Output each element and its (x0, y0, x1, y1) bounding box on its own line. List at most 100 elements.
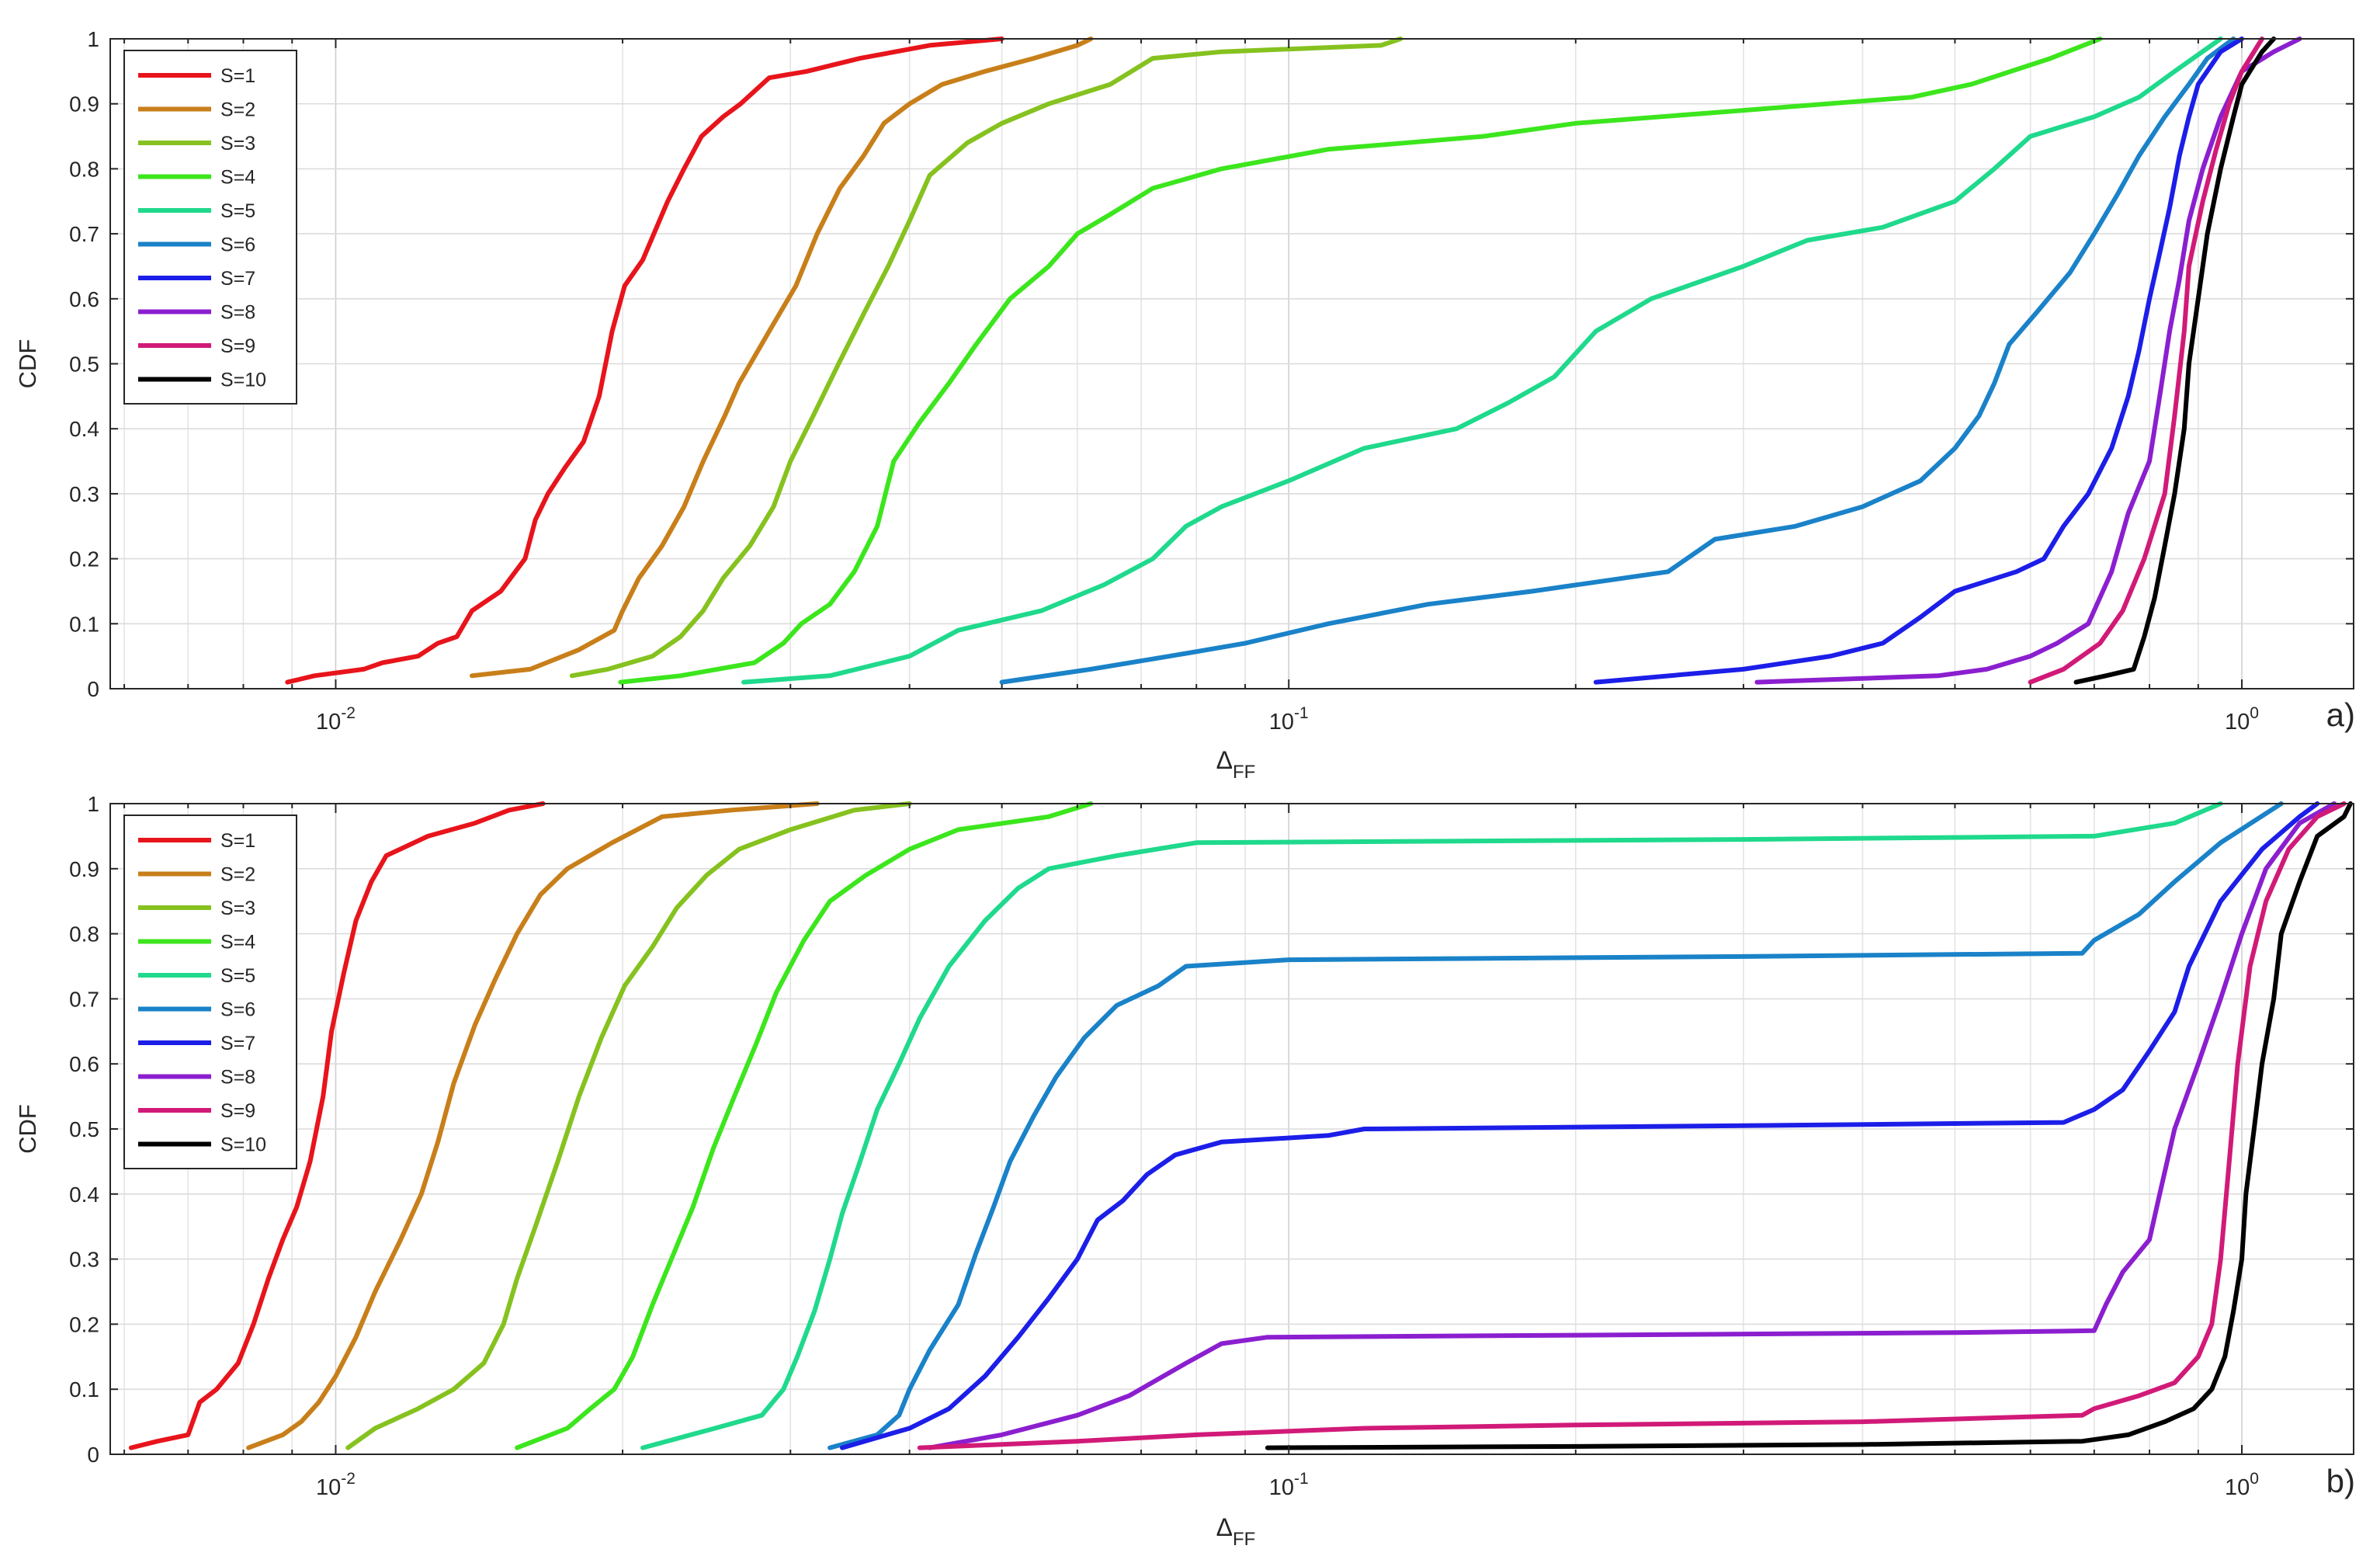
legend-entry: S=9 (220, 335, 255, 357)
y-tick-label: 1 (87, 27, 99, 51)
y-tick-label: 0.6 (69, 1052, 99, 1076)
series-line-s2 (246, 801, 820, 1450)
legend-entry: S=3 (220, 898, 255, 919)
y-tick-label: 0.9 (69, 92, 99, 116)
legend-entry: S=1 (220, 830, 255, 852)
x-tick-base: 10 (2225, 1475, 2250, 1500)
x-tick-exponent: -1 (1294, 1470, 1309, 1488)
x-tick-base: 10 (316, 710, 341, 735)
series-line-s7 (1593, 36, 2244, 685)
y-axis-label: CDF (14, 1104, 41, 1154)
series-line-s1 (285, 36, 1004, 685)
x-tick-label: 10-1 (1269, 704, 1309, 735)
legend-entry: S=7 (220, 268, 255, 290)
y-tick-label: 0.8 (69, 157, 99, 181)
panel-label: a) (2326, 696, 2355, 733)
x-tick-label: 10-2 (316, 704, 356, 735)
x-tick-base: 10 (316, 1475, 341, 1500)
y-tick-label: 0 (87, 677, 99, 701)
x-axis: 10-2 10-1 100 (123, 39, 2259, 735)
x-axis-label-sub: FF (1233, 1529, 1255, 1550)
y-tick-label: 0.5 (69, 1117, 99, 1141)
y-tick-label: 0.3 (69, 482, 99, 506)
series-line-s3 (569, 36, 1403, 679)
y-tick-label: 0.8 (69, 922, 99, 946)
x-axis-label-main: Δ (1216, 746, 1233, 774)
x-tick-exponent: 0 (2250, 704, 2259, 722)
legend-entry: S=10 (220, 1134, 266, 1156)
series-group (285, 36, 2302, 685)
y-tick-label: 0.4 (69, 1183, 99, 1207)
y-tick-label: 0.1 (69, 1377, 99, 1401)
series-line-s8 (927, 801, 2337, 1450)
series-line-s4 (515, 801, 1094, 1450)
y-tick-label: 1 (87, 792, 99, 816)
y-tick-label: 0.3 (69, 1248, 99, 1272)
series-line-s6 (999, 36, 2236, 685)
y-tick-label: 0.9 (69, 857, 99, 881)
series-group (128, 801, 2353, 1450)
legend-entry: S=4 (220, 932, 255, 953)
x-tick-label: 10-1 (1269, 1470, 1309, 1500)
legend-entry: S=8 (220, 302, 255, 324)
legend-entry: S=1 (220, 65, 255, 87)
x-tick-base: 10 (1269, 710, 1294, 735)
series-line-s4 (618, 36, 2103, 685)
series-line-s2 (470, 36, 1094, 679)
x-axis-label-sub: FF (1233, 762, 1255, 783)
panel-label: b) (2326, 1463, 2355, 1499)
x-tick-exponent: -2 (341, 704, 356, 722)
x-tick-label: 100 (2225, 704, 2259, 735)
x-axis-label: ΔFF (1216, 746, 1256, 783)
legend-box (123, 814, 297, 1169)
legend-entry: S=9 (220, 1100, 255, 1122)
series-line-s1 (128, 801, 546, 1450)
series-line-s9 (917, 801, 2347, 1450)
y-tick-label: 0 (87, 1443, 99, 1467)
legend-entry: S=5 (220, 200, 255, 222)
series-line-s7 (840, 801, 2320, 1450)
y-tick-label: 0.7 (69, 987, 99, 1011)
legend: S=1 S=2 S=3 S=4 S=5 S=6 S=7 S=8 S=9 S=10 (123, 50, 297, 405)
y-tick-label: 0.1 (69, 612, 99, 636)
legend-entry: S=4 (220, 167, 255, 189)
x-tick-exponent: 0 (2250, 1470, 2259, 1488)
series-line-s10 (2073, 36, 2277, 685)
y-tick-label: 0.2 (69, 547, 99, 571)
legend-entry: S=2 (220, 864, 255, 886)
x-axis: 10-2 10-1 100 (123, 804, 2259, 1500)
x-tick-base: 10 (1269, 1475, 1294, 1500)
series-line-s6 (827, 801, 2284, 1450)
x-tick-base: 10 (2225, 710, 2250, 735)
legend-entry: S=5 (220, 965, 255, 987)
x-axis-label: ΔFF (1216, 1513, 1256, 1550)
y-axis: 0 0.1 0.2 0.3 0.4 0.5 0.6 0.7 0.8 0.9 1 (69, 27, 2354, 701)
legend-entry: S=7 (220, 1033, 255, 1054)
y-tick-label: 0.7 (69, 222, 99, 246)
x-tick-exponent: -1 (1294, 704, 1309, 722)
legend-box (123, 50, 297, 405)
y-tick-label: 0.5 (69, 353, 99, 377)
y-tick-label: 0.4 (69, 417, 99, 441)
legend-entry: S=8 (220, 1067, 255, 1089)
legend-entry: S=3 (220, 133, 255, 155)
y-tick-label: 0.2 (69, 1312, 99, 1336)
y-axis: 0 0.1 0.2 0.3 0.4 0.5 0.6 0.7 0.8 0.9 1 (69, 792, 2354, 1467)
series-line-s8 (1754, 36, 2302, 685)
legend: S=1 S=2 S=3 S=4 S=5 S=6 S=7 S=8 S=9 S=10 (123, 814, 297, 1169)
series-line-s5 (741, 36, 2223, 685)
series-line-s5 (640, 801, 2223, 1450)
legend-entry: S=6 (220, 999, 255, 1021)
series-line-s9 (2028, 36, 2264, 685)
series-line-s3 (345, 801, 912, 1450)
series-line-s10 (1265, 801, 2353, 1450)
legend-entry: S=10 (220, 370, 266, 391)
legend-entry: S=6 (220, 234, 255, 256)
x-axis-label-main: Δ (1216, 1513, 1233, 1541)
y-axis-label: CDF (14, 339, 41, 389)
x-tick-label: 100 (2225, 1470, 2259, 1500)
x-tick-exponent: -2 (341, 1470, 356, 1488)
